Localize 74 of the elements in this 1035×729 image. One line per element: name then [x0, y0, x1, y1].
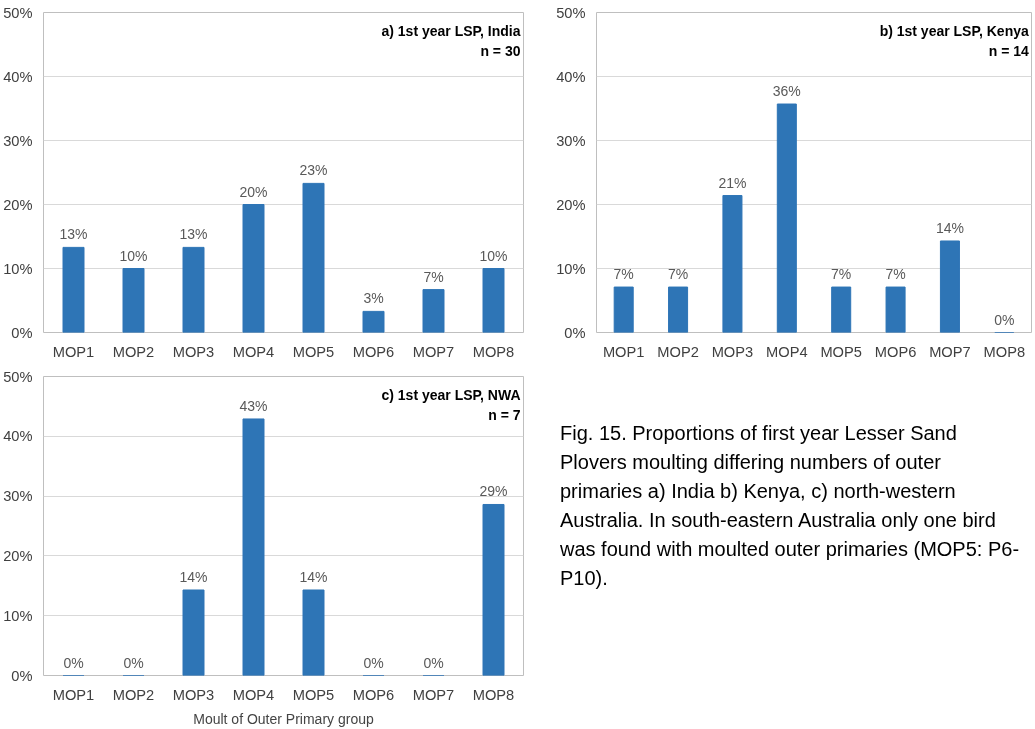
x-tick-label: MOP1 — [602, 343, 645, 360]
data-label: 7% — [831, 266, 852, 283]
data-label: 3% — [363, 290, 384, 307]
data-label: 14% — [935, 219, 964, 236]
data-label: 36% — [772, 83, 801, 100]
caption: Fig. 15. Proportions of first year Lesser Sand Plovers moulting differing numbers of outer primaries a) India b) Kenya, c) north-western Australia. In south-eastern Australia only one bird was found with moulted outer primaries (MOP5: P6-P10). — [560, 421, 1020, 591]
x-tick-label: MOP6 — [352, 343, 395, 360]
data-label: 7% — [667, 266, 689, 283]
x-tick-label: MOP6 — [874, 343, 917, 360]
data-label: 14% — [299, 568, 328, 585]
data-label: 0% — [423, 654, 444, 671]
x-tick-label: MOP4 — [232, 686, 275, 703]
x-tick-label: MOP2 — [657, 343, 699, 360]
data-label: 21% — [718, 174, 747, 191]
y-tick-label: 20% — [3, 196, 33, 213]
y-tick-label: 40% — [3, 68, 33, 85]
x-tick-label: MOP7 — [412, 343, 455, 360]
data-label: 7% — [613, 266, 634, 283]
data-label: 0% — [63, 654, 84, 671]
x-tick-label: MOP8 — [472, 343, 515, 360]
y-tick-label: 0% — [564, 324, 586, 341]
x-tick-label: MOP1 — [52, 343, 95, 360]
y-tick-label: 40% — [556, 68, 586, 85]
x-tick-label: MOP8 — [472, 686, 515, 703]
y-tick-label: 30% — [556, 132, 586, 149]
data-label: 10% — [119, 247, 148, 264]
x-tick-label: MOP5 — [292, 343, 335, 360]
data-label: 13% — [59, 226, 88, 243]
x-tick-label: MOP6 — [352, 686, 395, 703]
data-label: 20% — [239, 183, 268, 200]
y-tick-label: 40% — [3, 428, 33, 445]
y-tick-label: 10% — [3, 260, 33, 277]
y-tick-label: 30% — [3, 488, 33, 505]
x-tick-label: MOP5 — [292, 686, 335, 703]
y-tick-label: 30% — [3, 132, 33, 149]
data-label: 29% — [479, 483, 508, 500]
data-label: 7% — [885, 266, 906, 283]
data-label: 0% — [123, 654, 144, 671]
data-label: 7% — [423, 268, 444, 285]
x-tick-label: MOP2 — [112, 686, 155, 703]
x-tick-label: MOP3 — [172, 343, 215, 360]
y-tick-label: 10% — [556, 260, 586, 277]
x-tick-label: MOP2 — [112, 343, 155, 360]
text: b) 1st year LSP, Kenya — [879, 22, 1029, 39]
y-tick-label: 0% — [11, 324, 33, 341]
x-tick-label: MOP3 — [711, 343, 754, 360]
text: n = 30 — [480, 42, 521, 59]
x-axis-title: Moult of Outer Primary group — [193, 710, 374, 727]
data-label: 14% — [179, 568, 208, 585]
text: n = 7 — [488, 406, 521, 423]
data-label: 13% — [179, 226, 208, 243]
data-label: 23% — [299, 162, 328, 179]
x-tick-label: MOP1 — [52, 686, 95, 703]
y-tick-label: 50% — [556, 4, 586, 21]
y-tick-label: 20% — [3, 547, 33, 564]
x-tick-label: MOP3 — [172, 686, 215, 703]
x-tick-label: MOP7 — [412, 686, 455, 703]
x-tick-label: MOP5 — [820, 343, 862, 360]
data-label: 0% — [994, 311, 1015, 328]
x-tick-label: MOP8 — [983, 343, 1026, 360]
x-tick-label: MOP7 — [929, 343, 971, 360]
data-label: 0% — [363, 654, 384, 671]
x-tick-label: MOP4 — [232, 343, 275, 360]
y-tick-label: 0% — [11, 667, 33, 684]
text: a) 1st year LSP, India — [381, 22, 521, 39]
y-tick-label: 20% — [556, 196, 586, 213]
x-tick-label: MOP4 — [766, 343, 808, 360]
y-tick-label: 50% — [3, 368, 33, 385]
y-tick-label: 10% — [3, 607, 33, 624]
y-tick-label: 50% — [3, 4, 33, 21]
data-label: 10% — [479, 247, 508, 264]
data-label: 43% — [239, 397, 268, 414]
text: n = 14 — [988, 42, 1029, 59]
text: c) 1st year LSP, NWA — [381, 386, 521, 403]
